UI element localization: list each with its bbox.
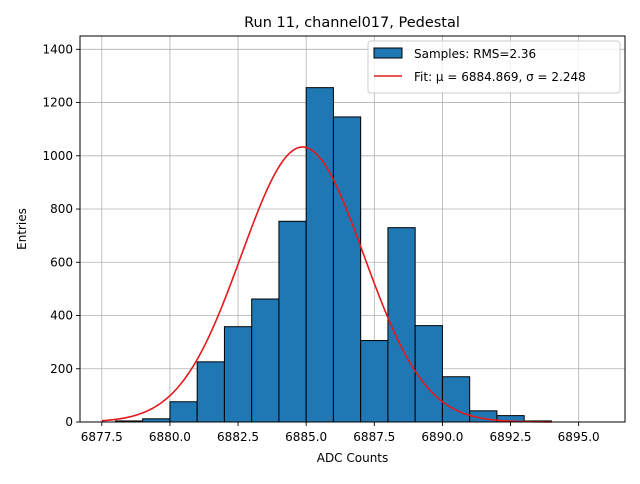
x-axis-label: ADC Counts [317, 451, 389, 465]
y-tick-label: 400 [50, 309, 73, 323]
y-tick-label: 1400 [42, 42, 73, 56]
x-tick-label: 6877.5 [81, 430, 123, 444]
plot-frame [79, 35, 626, 423]
x-tick-label: 6890.0 [421, 430, 463, 444]
x-tick-label: 6895.0 [558, 430, 600, 444]
histogram-bar [414, 325, 443, 423]
x-tick-label: 6892.5 [490, 430, 532, 444]
bars-layer [114, 87, 552, 423]
histogram-bar [305, 87, 334, 423]
legend-fit-label: Fit: μ = 6884.869, σ = 2.248 [414, 70, 586, 84]
histogram-bar [223, 326, 253, 423]
fit-layer [101, 146, 552, 423]
x-tick-label: 6880.0 [149, 430, 191, 444]
legend-samples-swatch [373, 47, 403, 59]
chart-title: Run 11, channel017, Pedestal [244, 15, 460, 31]
y-tick-label: 0 [65, 415, 73, 429]
histogram-bar [251, 298, 280, 423]
y-tick-label: 600 [50, 255, 73, 269]
y-tick-label: 1200 [42, 96, 73, 110]
legend-box [367, 40, 621, 94]
y-tick-label: 800 [50, 202, 73, 216]
y-axis-label: Entries [15, 208, 29, 250]
histogram-bar [387, 227, 416, 423]
y-tick-label: 200 [50, 362, 73, 376]
y-tick-label: 1000 [42, 149, 73, 163]
x-tick-label: 6882.5 [217, 430, 259, 444]
x-tick-label: 6887.5 [353, 430, 395, 444]
histogram-bar [169, 401, 198, 423]
histogram-bar [360, 340, 389, 423]
legend-samples-label: Samples: RMS=2.36 [414, 47, 536, 61]
histogram-bar [332, 116, 362, 423]
histogram-bar [196, 361, 225, 423]
legend: Samples: RMS=2.36 Fit: μ = 6884.869, σ =… [367, 40, 621, 94]
x-tick-label: 6885.0 [285, 430, 327, 444]
ticks-layer: 6877.5 6880.0 6882.5 6885.0 6887.5 6890.0 6892… [42, 42, 599, 444]
histogram-bar [278, 220, 307, 423]
fit-curve [101, 146, 552, 423]
histogram-bar [441, 376, 471, 423]
